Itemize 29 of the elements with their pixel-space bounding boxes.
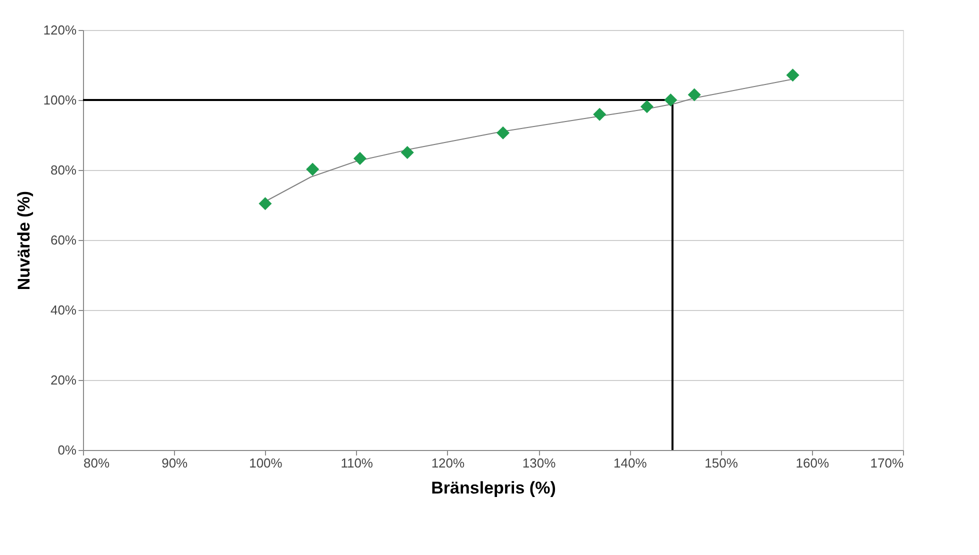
point bbox=[664, 93, 678, 107]
x-tick-label: 160% bbox=[796, 456, 830, 470]
y-tick-label: 20% bbox=[50, 372, 77, 388]
point bbox=[688, 88, 701, 102]
x-tick-label: 130% bbox=[522, 456, 556, 470]
point bbox=[640, 100, 654, 114]
y-tick-label: 80% bbox=[50, 162, 77, 178]
x-tick-label: 110% bbox=[340, 456, 374, 470]
x-tick-label: 120% bbox=[431, 456, 466, 470]
x-tick-label: 90% bbox=[162, 456, 188, 470]
point bbox=[258, 197, 272, 210]
x-tick-label: 150% bbox=[704, 456, 738, 470]
x-tick-label: 100% bbox=[249, 456, 283, 470]
x-axis-title: Bränslepris (%) bbox=[431, 478, 556, 498]
point bbox=[593, 108, 606, 121]
point bbox=[786, 68, 800, 82]
y-tick-label: 60% bbox=[50, 232, 77, 248]
y-tick-label: 40% bbox=[50, 302, 77, 318]
y-tick-label: 120% bbox=[43, 22, 77, 38]
y-tick-label: 100% bbox=[43, 92, 77, 108]
x-tick-label: 170% bbox=[870, 456, 904, 470]
y-axis-title: Nuvärde (%) bbox=[14, 190, 34, 290]
x-tick-label: 80% bbox=[84, 456, 110, 470]
y-tick-label: 0% bbox=[58, 442, 77, 458]
point bbox=[353, 152, 366, 165]
point bbox=[496, 126, 510, 140]
point bbox=[400, 146, 414, 160]
point bbox=[306, 162, 320, 176]
x-tick-label: 140% bbox=[614, 456, 648, 470]
